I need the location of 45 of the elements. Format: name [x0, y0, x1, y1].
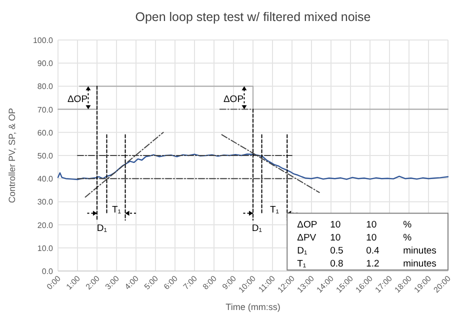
annotation: 0.5 [330, 245, 344, 256]
annotation: minutes [403, 245, 437, 256]
y-tick-label: 20.0 [37, 220, 54, 230]
y-axis-title: Controller PV, SP, & OP [7, 108, 17, 204]
annotation: % [403, 219, 412, 230]
x-tick-label: 6:00 [162, 274, 180, 292]
annotation: ΔOP [297, 219, 318, 230]
annotation: 0.4 [366, 245, 380, 256]
x-tick-label: 5:00 [142, 274, 160, 292]
chart-title: Open loop step test w/ filtered mixed noise [135, 10, 371, 24]
annotation: T₁ [297, 258, 306, 270]
x-tick-label: 7:00 [182, 274, 200, 292]
annotation: D₁ [252, 223, 262, 234]
annotation: 1.2 [366, 258, 380, 270]
annotation: D₁ [96, 223, 107, 234]
x-tick-label: 8:00 [201, 274, 219, 292]
annotation: 10 [366, 219, 377, 230]
annotation: 10 [330, 232, 341, 244]
annotation: ΔOP [67, 94, 88, 105]
x-axis-title: Time (mm:ss) [226, 302, 280, 312]
y-tick-label: 100.0 [32, 36, 54, 45]
x-tick-label: 3:00 [104, 274, 122, 292]
y-tick-label: 50.0 [37, 152, 54, 160]
annotation: 10 [330, 219, 341, 230]
annotation: T₁ [112, 204, 122, 216]
annotation: ΔPV [297, 232, 317, 244]
y-tick-label: 0.0 [42, 267, 54, 276]
annotation: T₁ [270, 204, 279, 216]
x-tick-label: 0:00 [45, 274, 63, 292]
annotation: 0.8 [330, 258, 344, 270]
y-tick-label: 70.0 [37, 105, 54, 114]
x-tick-label: 1:00 [64, 274, 82, 292]
y-tick-label: 40.0 [37, 174, 54, 184]
x-tick-label: 9:00 [220, 274, 238, 292]
annotation: minutes [403, 258, 437, 270]
y-tick-label: 30.0 [37, 198, 54, 207]
annotation: 10 [366, 232, 377, 244]
annotation: % [403, 232, 412, 244]
annotation: D₁ [297, 245, 308, 256]
annotation: ΔOP [223, 94, 244, 105]
x-tick-label: 4:00 [123, 274, 141, 292]
y-tick-label: 60.0 [37, 128, 54, 138]
y-tick-label: 10.0 [37, 244, 54, 253]
y-tick-label: 90.0 [37, 59, 54, 68]
y-tick-label: 80.0 [37, 82, 54, 92]
